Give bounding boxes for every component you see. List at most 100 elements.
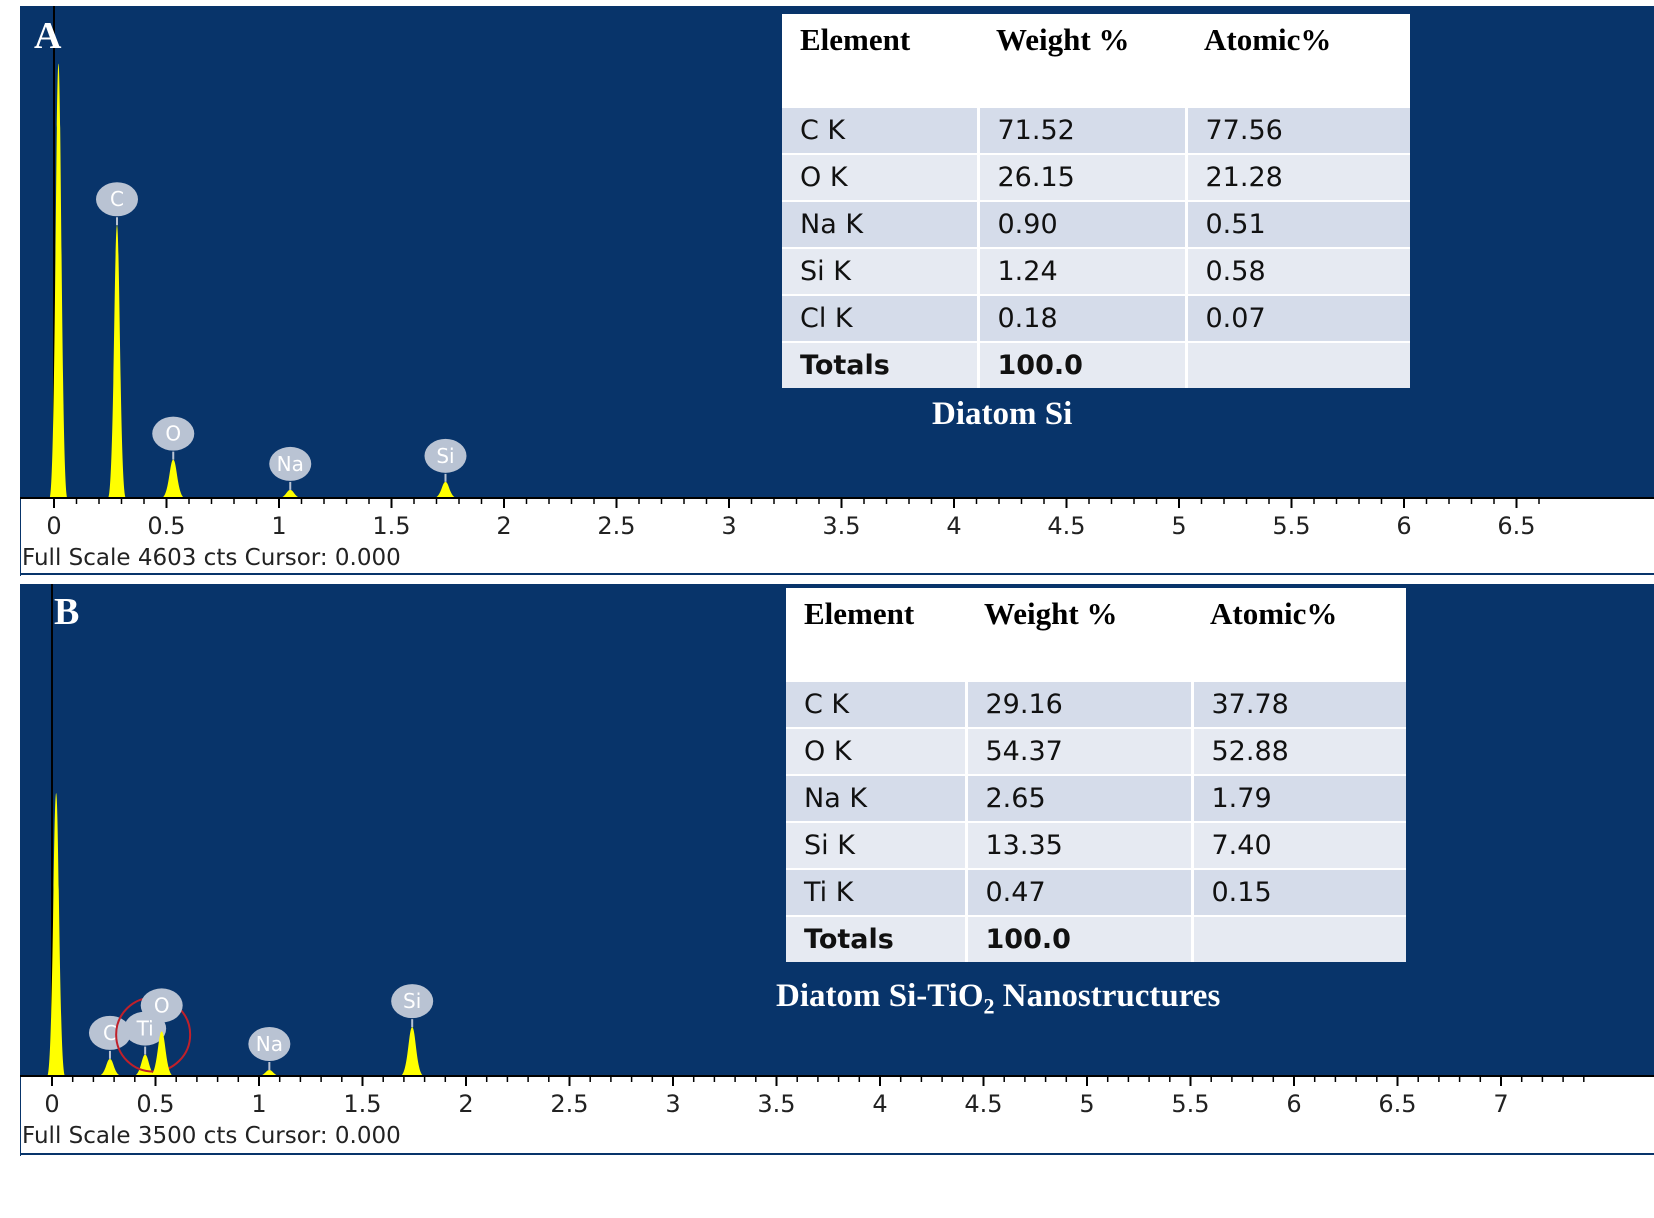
table-cell: 0.51 — [1184, 200, 1410, 248]
x-tick-label: 2 — [458, 1090, 473, 1118]
spectrum-peak — [108, 225, 126, 498]
x-tick-label: 3 — [721, 512, 736, 540]
table-cell: 0.07 — [1184, 294, 1410, 342]
table-cell: 7.40 — [1190, 821, 1406, 869]
x-tick-label: 3.5 — [822, 512, 860, 540]
x-tick-label: 2.5 — [550, 1090, 588, 1118]
x-tick-label: 1 — [271, 512, 286, 540]
spectrum-peak — [278, 489, 303, 498]
table-cell: 1.79 — [1190, 774, 1406, 822]
peak-label: Na — [256, 1032, 283, 1056]
spectrum-peak — [47, 793, 66, 1076]
peak-label: Ti — [136, 1017, 154, 1041]
peak-marker-badge — [248, 1027, 291, 1061]
eds-panel-a: C O Na Si 0 0.5 1 1.5 2 2.5 3 3.5 4 4.5 5 5.5 6 6.5 A Dia… — [20, 6, 1654, 576]
x-tick-label: 0.5 — [136, 1090, 174, 1118]
x-tick-label: 6 — [1286, 1090, 1301, 1118]
x-tick-label: 1.5 — [372, 512, 410, 540]
x-tick-label: 4 — [946, 512, 961, 540]
x-tick-label: 5.5 — [1272, 512, 1310, 540]
peak-label: O — [154, 993, 170, 1017]
x-tick-label: 1 — [251, 1090, 266, 1118]
peak-label: Si — [403, 989, 421, 1013]
table-cell: 21.28 — [1184, 153, 1410, 201]
table-header: Atomic% — [1210, 596, 1338, 631]
table-header: Atomic% — [1204, 22, 1332, 57]
panel-letter-a: A — [34, 15, 62, 57]
chart-title-a: Diatom Si — [932, 396, 1073, 432]
table-cell: 2.65 — [964, 774, 1192, 822]
x-tick-label: 1.5 — [343, 1090, 381, 1118]
table-cell: 13.35 — [964, 821, 1192, 869]
peak-marker-badge — [269, 446, 312, 481]
peak-label: C — [103, 1021, 117, 1045]
table-header: Weight % — [996, 22, 1130, 57]
table-cell: O K — [786, 727, 966, 775]
table-cell: Ti K — [786, 868, 966, 916]
x-tick-label: 3 — [665, 1090, 680, 1118]
axis-background — [20, 498, 1654, 574]
eds-panel-b: C Ti O Na Si 0 0.5 1 1.5 2 2.5 3 3.5 4 4.5 5 5.5 6 6.5 7 B … — [20, 584, 1654, 1156]
table-cell: Totals — [786, 915, 966, 962]
table-cell: C K — [782, 106, 978, 154]
table-cell: 77.56 — [1184, 106, 1410, 154]
x-tick-label: 4.5 — [1047, 512, 1085, 540]
table-cell: 100.0 — [964, 915, 1192, 962]
chart-title-b-rest: Nanostructures — [994, 978, 1221, 1014]
chart-title-b: Diatom Si-TiO2 Nanostructures — [776, 978, 1220, 1020]
spectrum-peak — [161, 459, 186, 498]
x-tick-label: 5 — [1079, 1090, 1094, 1118]
table-cell: 1.24 — [976, 247, 1186, 295]
table-header: Element — [800, 22, 911, 57]
table-cell: 0.18 — [976, 294, 1186, 342]
table-cell — [1190, 915, 1406, 962]
table-cell: 54.37 — [964, 727, 1192, 775]
table-header: Weight % — [984, 596, 1118, 631]
table-cell: 0.15 — [1190, 868, 1406, 916]
x-tick-label: 7 — [1493, 1090, 1508, 1118]
axis-background — [20, 1076, 1654, 1154]
x-tick-label: 6 — [1396, 512, 1411, 540]
x-tick-label: 5 — [1171, 512, 1186, 540]
spectrum-peak — [257, 1070, 282, 1076]
peak-marker-badge — [152, 416, 195, 451]
table-cell: O K — [782, 153, 978, 201]
panel-letter-b: B — [54, 591, 80, 633]
table-header: Element — [804, 596, 915, 631]
x-tick-label: 3.5 — [757, 1090, 795, 1118]
table-cell: 100.0 — [976, 341, 1186, 388]
table-cell: 26.15 — [976, 153, 1186, 201]
x-tick-label: 0 — [44, 1090, 59, 1118]
peak-label: O — [165, 422, 181, 446]
table-cell: Si K — [782, 247, 978, 295]
x-tick-label: 6.5 — [1497, 512, 1535, 540]
table-cell: 29.16 — [964, 680, 1192, 728]
table-cell: 0.90 — [976, 200, 1186, 248]
spectrum-peak — [49, 63, 68, 499]
table-cell: 0.58 — [1184, 247, 1410, 295]
peak-label: Si — [436, 444, 454, 468]
table-cell: Na K — [786, 774, 966, 822]
table-cell: 52.88 — [1190, 727, 1406, 775]
table-cell: 37.78 — [1190, 680, 1406, 728]
table-cell — [1184, 341, 1410, 388]
peak-marker-badge — [424, 438, 467, 473]
spectrum-peak — [97, 1058, 122, 1076]
peak-marker-badge — [88, 1015, 131, 1050]
spectrum-peak — [433, 481, 458, 498]
peak-marker-badge — [391, 984, 434, 1019]
footer-a: Full Scale 4603 cts Cursor: 0.000 — [22, 545, 401, 571]
x-tick-label: 6.5 — [1378, 1090, 1416, 1118]
x-tick-label: 0.5 — [147, 512, 185, 540]
composition-table-b: Element Weight % Atomic% C K 29.16 37.78 O… — [786, 588, 1406, 962]
table-cell: 0.47 — [964, 868, 1192, 916]
peak-label: Na — [277, 452, 304, 476]
x-tick-label: 2 — [496, 512, 511, 540]
table-cell: Na K — [782, 200, 978, 248]
table-cell: 71.52 — [976, 106, 1186, 154]
table-cell: Cl K — [782, 294, 978, 342]
composition-table-a: Element Weight % Atomic% C K 71.52 77.56 O… — [782, 14, 1410, 388]
chart-title-b-sub: 2 — [983, 993, 995, 1019]
spectrum-peak — [149, 1031, 174, 1076]
chart-title-b-main: Diatom Si-TiO — [776, 978, 984, 1014]
